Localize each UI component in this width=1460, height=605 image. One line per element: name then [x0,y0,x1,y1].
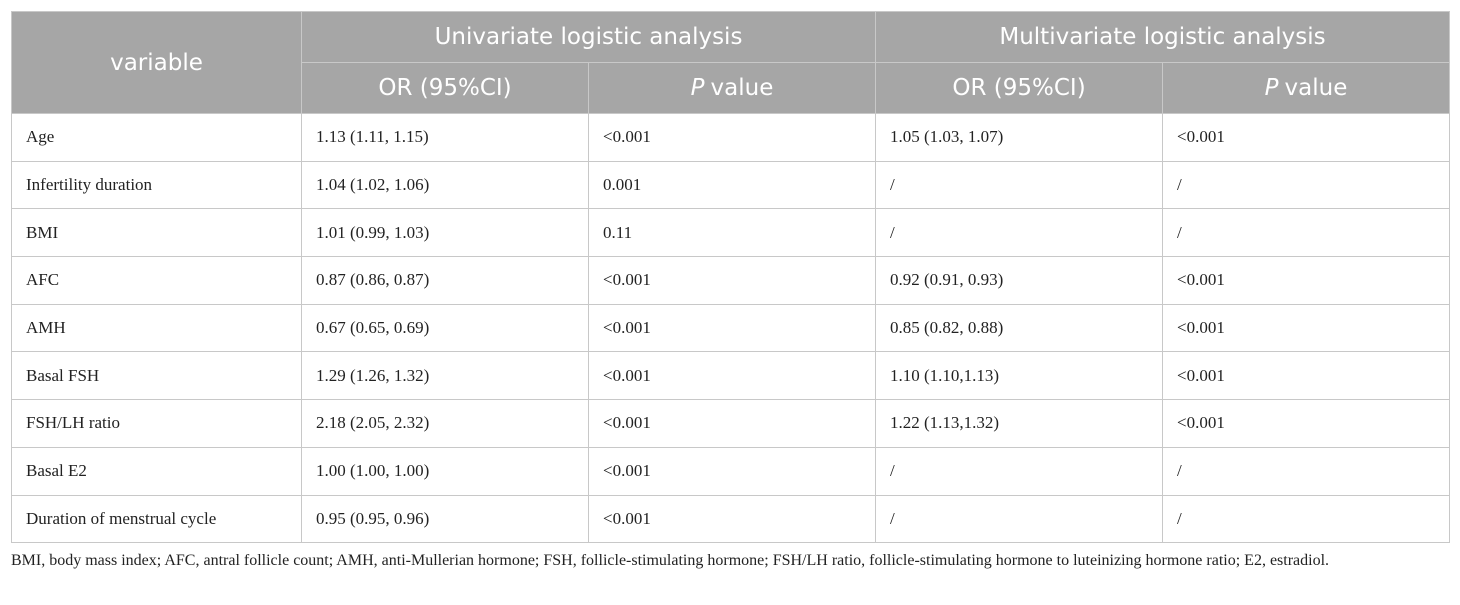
header-row: variable Univariate logistic analysis Mu… [11,11,1451,114]
italic-label: P [690,75,705,101]
subheader-cell: OR (95%CI) [875,62,1164,114]
table-cell: 2.18 (2.05, 2.32) [301,399,589,448]
row-label: AMH [11,303,302,353]
table-cell: <0.001 [587,399,877,448]
table-cell: / [875,160,1164,210]
subheader-text: value [1284,75,1348,101]
subheader-text: OR (95%CI) [952,75,1086,101]
row-label: BMI [11,208,302,258]
table-cell: 1.13 (1.11, 1.15) [301,113,589,162]
table-cell: 0.67 (0.65, 0.69) [301,303,589,353]
table-cell: / [1162,446,1451,496]
table-cell: <0.001 [1162,399,1451,448]
row-label: Basal E2 [11,446,302,496]
table-cell: <0.001 [587,494,877,544]
table-cell: 0.001 [587,160,877,210]
table-cell: <0.001 [1162,256,1451,305]
row-label: Infertility duration [11,160,302,210]
table-cell: 1.10 (1.10,1.13) [875,351,1164,401]
table-row: Duration of menstrual cycle 0.95 (0.95, 0… [11,494,1451,544]
table-row: AMH 0.67 (0.65, 0.69) <0.001 0.85 (0.82, 0.… [11,303,1451,353]
table-cell: / [875,446,1164,496]
table-cell: <0.001 [1162,351,1451,401]
subheader-text: value [710,75,774,101]
table-cell: <0.001 [587,303,877,353]
table-cell: <0.001 [1162,303,1451,353]
table-row: BMI 1.01 (0.99, 1.03) 0.11// [11,208,1451,258]
table-cell: / [1162,208,1451,258]
table-cell: / [1162,494,1451,544]
table-cell: 0.85 (0.82, 0.88) [875,303,1164,353]
footnote: BMI, body mass index; AFC, antral follic… [11,552,1330,569]
table-cell: 0.95 (0.95, 0.96) [301,494,589,544]
header-group: Multivariate logistic analysis [875,11,1451,63]
table-body: Age 1.13 (1.11, 1.15) <0.001 1.05 (1.03, 1.… [11,113,1451,544]
header-group: Univariate logistic analysis [300,11,877,63]
row-label: Duration of menstrual cycle [11,494,302,544]
row-label: Age [11,113,302,162]
table-row: Basal E2 1.00 (1.00, 1.00) <0.001// [11,446,1451,496]
row-label: AFC [11,256,302,305]
table-cell: 1.01 (0.99, 1.03) [301,208,589,258]
table-row: Basal FSH 1.29 (1.26, 1.32) <0.001 1.10 (1.… [11,351,1451,401]
table-cell: <0.001 [1162,113,1451,162]
table-row: Age 1.13 (1.11, 1.15) <0.001 1.05 (1.03, 1.… [11,113,1451,162]
table-header: variable Univariate logistic analysis Mu… [11,11,1451,114]
subheader-cell: OR (95%CI) [301,62,589,114]
table-cell: 1.05 (1.03, 1.07) [875,113,1164,162]
row-label: Basal FSH [11,351,302,401]
table-row: AFC 0.87 (0.86, 0.87) <0.001 0.92 (0.91, 0.… [11,256,1451,305]
table-cell: 1.22 (1.13,1.32) [875,399,1164,448]
results-table: variable Univariate logistic analysis Mu… [11,11,1451,544]
table-cell: / [875,208,1164,258]
table-cell: 0.92 (0.91, 0.93) [875,256,1164,305]
table-cell: 1.04 (1.02, 1.06) [301,160,589,210]
table-row: FSH/LH ratio 2.18 (2.05, 2.32) <0.001 1.22 … [11,399,1451,448]
table-cell: 1.00 (1.00, 1.00) [301,446,589,496]
table-cell: <0.001 [587,113,877,162]
table-cell: / [1162,160,1451,210]
table-row: Infertility duration 1.04 (1.02, 1.06) 0.0… [11,160,1451,210]
table-cell: 0.11 [587,208,877,258]
header-cell: variable [11,11,302,114]
table-cell: <0.001 [587,446,877,496]
italic-label: P [1264,75,1279,101]
row-label: FSH/LH ratio [11,399,302,448]
table-cell: <0.001 [587,256,877,305]
table-cell: <0.001 [587,351,877,401]
table-cell: 1.29 (1.26, 1.32) [301,351,589,401]
table-cell: / [875,494,1164,544]
subheader-text: OR (95%CI) [378,75,512,101]
table-cell: 0.87 (0.86, 0.87) [301,256,589,305]
